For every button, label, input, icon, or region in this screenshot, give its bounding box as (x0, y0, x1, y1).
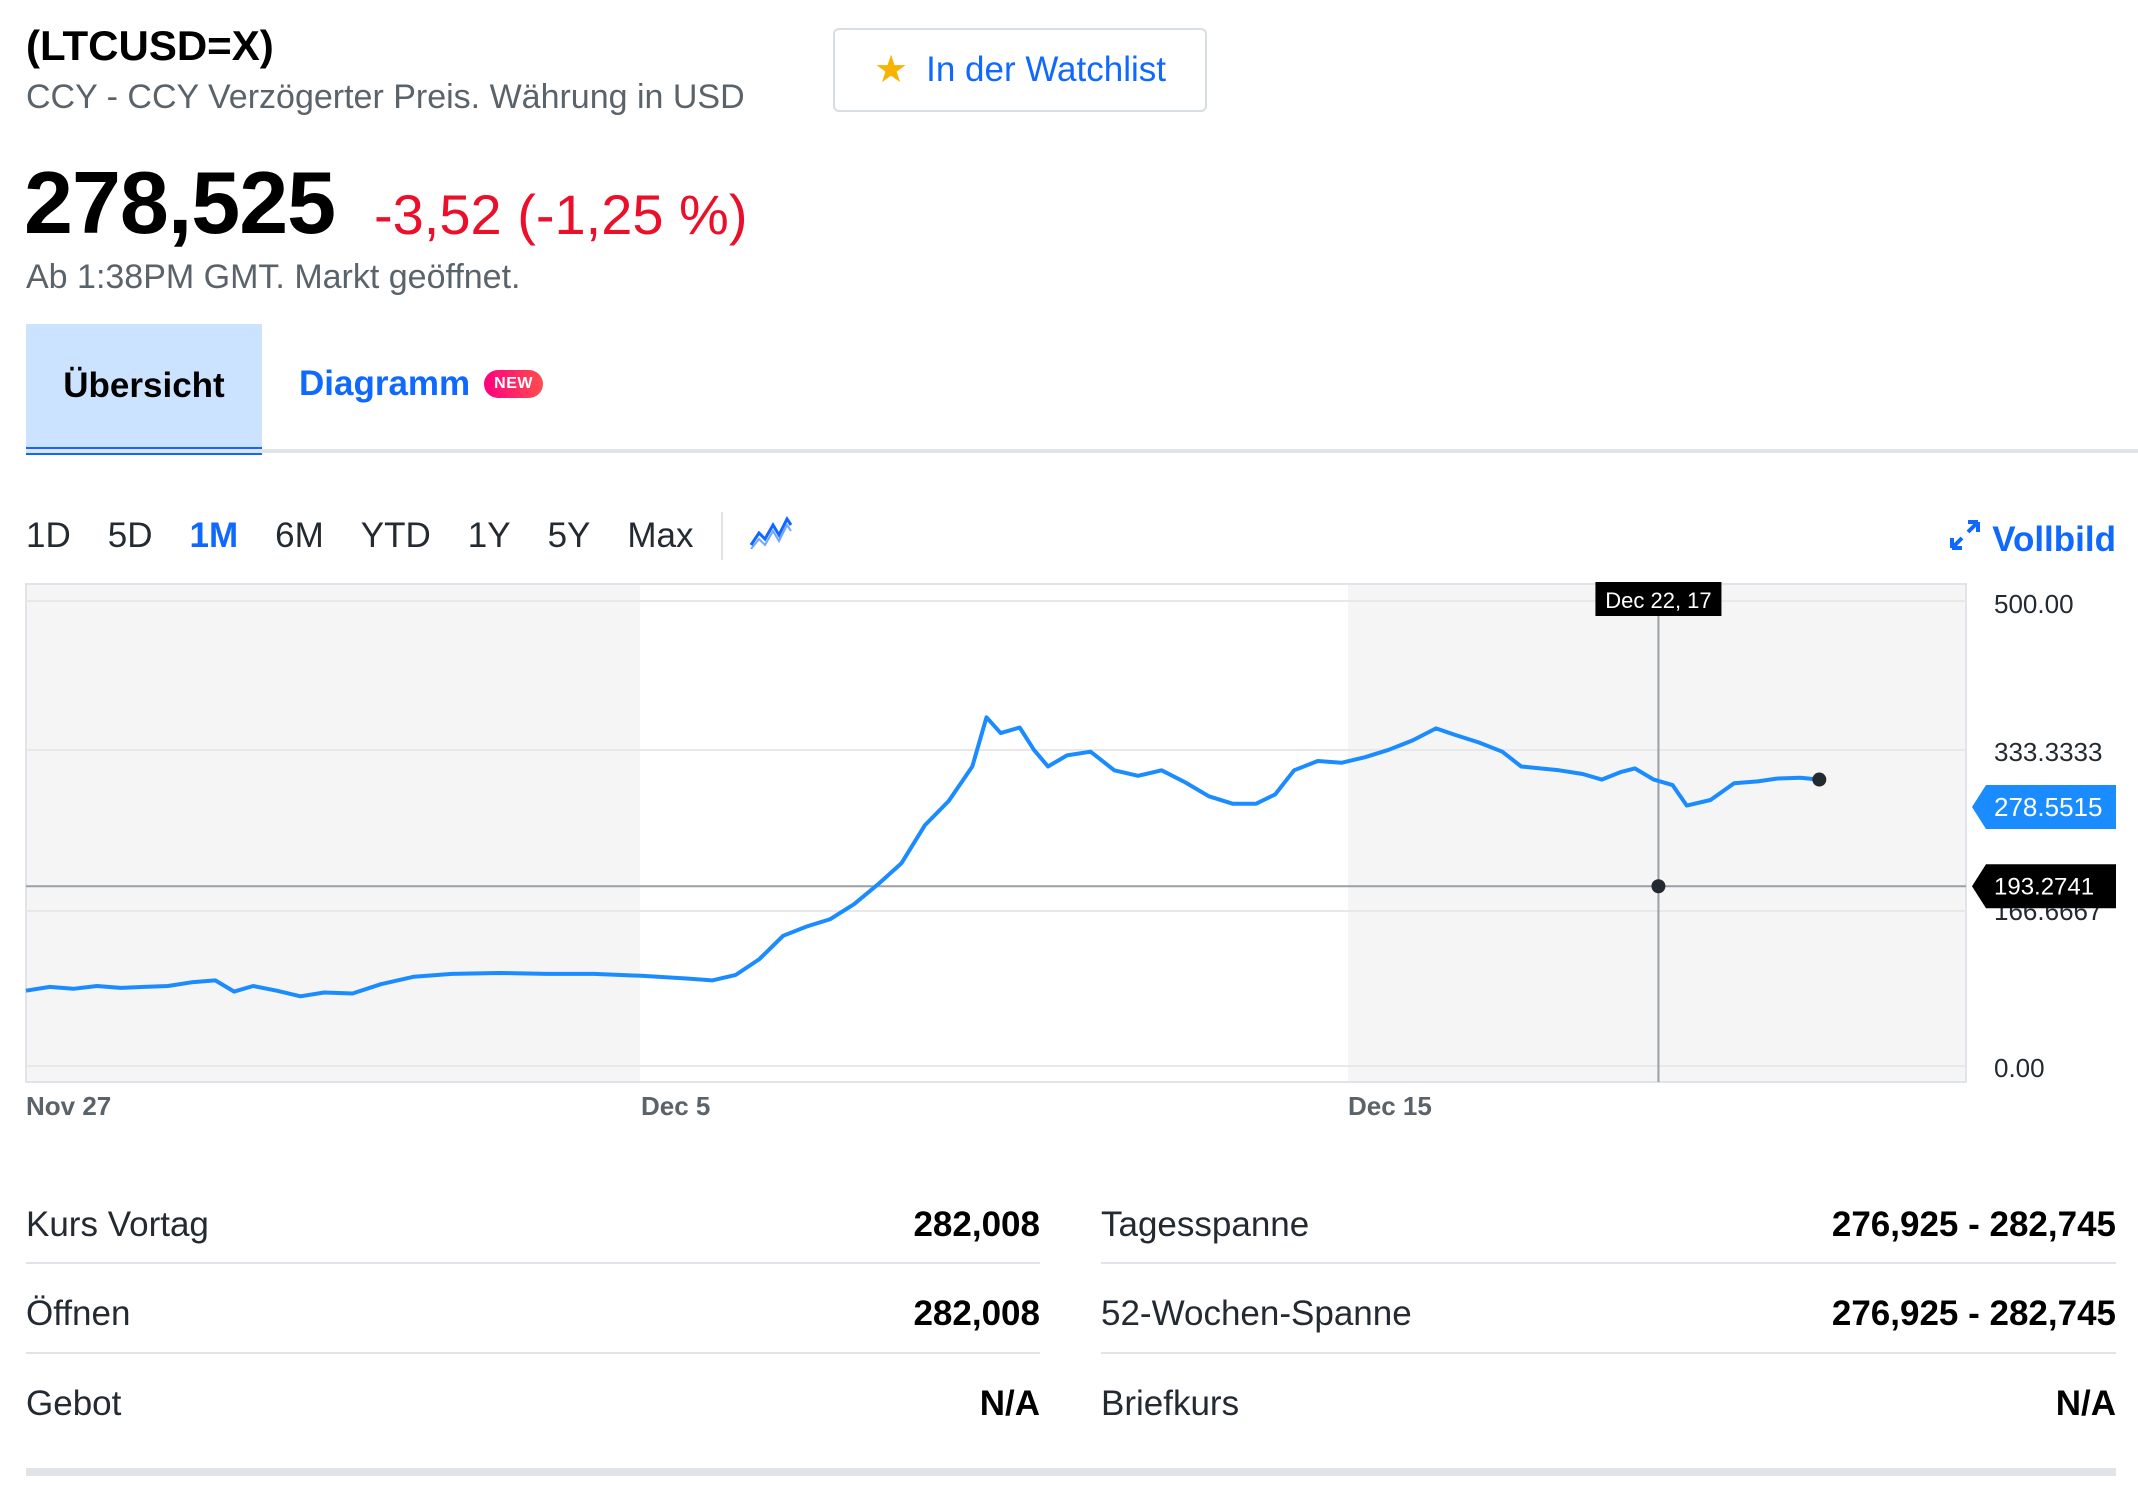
row-divider (1101, 1352, 2116, 1354)
section-divider (26, 1468, 2116, 1476)
fullscreen-button[interactable]: Vollbild (1948, 518, 2116, 561)
current-value-label: 278.5515 (1994, 792, 2102, 822)
stat-52-week-range: 52-Wochen-Spanne 276,925 - 282,745 (1101, 1269, 2116, 1359)
stat-label: Öffnen (26, 1294, 131, 1333)
crosshair-point (1651, 879, 1666, 894)
stat-prev-close: Kurs Vortag 282,008 (26, 1180, 1040, 1270)
row-divider (1101, 1262, 2116, 1264)
current-value-tag: 278.5515 (1972, 784, 2116, 829)
x-tick-dec15: Dec 15 (1348, 1091, 1432, 1120)
ticker-symbol: (LTCUSD=X) (26, 22, 274, 69)
stat-label: Kurs Vortag (26, 1205, 209, 1244)
price-series-line (25, 715, 1820, 999)
tabs-divider (26, 449, 2138, 453)
y-tick-500: 500.00 (1994, 589, 2074, 619)
star-icon: ★ (874, 49, 909, 91)
chart-border (25, 583, 1967, 1083)
stat-ask: Briefkurs N/A (1101, 1359, 2116, 1449)
tab-overview[interactable]: Übersicht (26, 324, 262, 455)
tab-chart-label: Diagramm (299, 364, 471, 403)
range-selector: 1D 5D 1M 6M YTD 1Y 5Y Max (26, 512, 793, 560)
range-5d[interactable]: 5D (107, 516, 153, 555)
range-ytd[interactable]: YTD (360, 516, 431, 555)
fullscreen-label: Vollbild (1992, 519, 2116, 559)
stat-open: Öffnen 282,008 (26, 1269, 1040, 1359)
chart-type-icon[interactable] (749, 515, 793, 558)
stat-value: 282,008 (913, 1205, 1040, 1244)
last-price-point (1812, 772, 1827, 787)
tab-overview-label: Übersicht (63, 365, 225, 405)
crosshair-date-label: Dec 22, 17 (1605, 588, 1711, 613)
tab-chart[interactable]: Diagramm NEW (299, 364, 543, 404)
stat-value: 276,925 - 282,745 (1831, 1294, 2116, 1333)
crosshair-value-tag: 193.2741 (1972, 864, 2116, 909)
y-tick-0: 0.00 (1994, 1053, 2045, 1083)
range-5y[interactable]: 5Y (547, 516, 591, 555)
range-1y[interactable]: 1Y (467, 516, 511, 555)
stat-label: Tagesspanne (1101, 1205, 1310, 1244)
range-6m[interactable]: 6M (275, 516, 324, 555)
stat-label: Briefkurs (1101, 1384, 1240, 1423)
stat-value: 276,925 - 282,745 (1831, 1205, 2116, 1244)
crosshair-date-tooltip: Dec 22, 17 (1595, 582, 1722, 616)
expand-icon (1948, 518, 1982, 561)
stat-label: 52-Wochen-Spanne (1101, 1294, 1412, 1333)
stat-value: 282,008 (913, 1294, 1040, 1333)
market-status: Ab 1:38PM GMT. Markt geöffnet. (26, 258, 521, 296)
stat-label: Gebot (26, 1384, 122, 1423)
x-tick-nov27: Nov 27 (26, 1091, 111, 1120)
x-tick-dec5: Dec 5 (641, 1091, 710, 1120)
watchlist-label: In der Watchlist (926, 50, 1166, 89)
stat-value: N/A (2055, 1384, 2116, 1423)
watchlist-button[interactable]: ★ In der Watchlist (833, 28, 1207, 112)
range-1d[interactable]: 1D (26, 516, 71, 555)
y-tick-333: 333.3333 (1994, 737, 2102, 767)
quote-subtitle: CCY - CCY Verzögerter Preis. Währung in … (26, 78, 745, 116)
current-price: 278,525 (24, 153, 336, 252)
crosshair-value-label: 193.2741 (1994, 873, 2094, 900)
stat-value: N/A (979, 1384, 1040, 1423)
chart-shade-right (1348, 584, 1966, 1082)
chart-shade-left (26, 584, 640, 1082)
stat-bid: Gebot N/A (26, 1359, 1040, 1449)
price-change: -3,52 (-1,25 %) (374, 183, 748, 246)
range-divider (720, 512, 723, 560)
range-max[interactable]: Max (627, 516, 694, 555)
range-1m[interactable]: 1M (189, 516, 239, 555)
row-divider (26, 1352, 1040, 1354)
new-badge: NEW (484, 370, 543, 398)
row-divider (26, 1262, 1040, 1264)
stat-day-range: Tagesspanne 276,925 - 282,745 (1101, 1180, 2116, 1270)
price-chart[interactable]: 500.00 333.3333 166.6667 0.00 Nov 27 Dec… (0, 580, 2138, 1121)
